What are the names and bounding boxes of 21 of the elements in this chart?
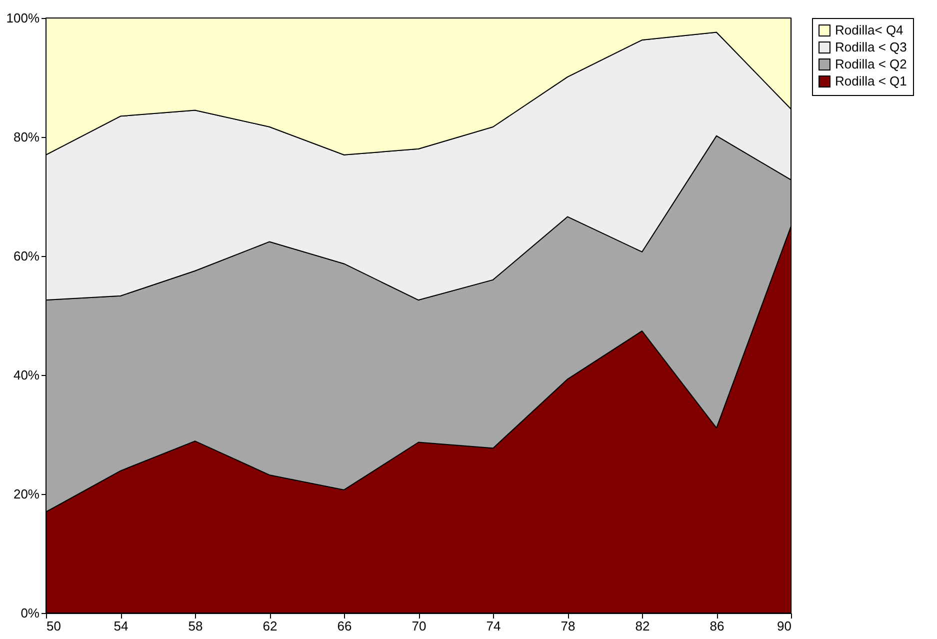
legend-label: Rodilla< Q4 [835, 22, 904, 38]
x-tick-label: 82 [635, 618, 650, 634]
x-tick-label: 62 [262, 618, 278, 634]
legend-label: Rodilla < Q1 [835, 74, 907, 88]
y-tick-label: 80% [13, 130, 40, 144]
y-tick-label: 60% [13, 248, 40, 264]
x-tick-label: 70 [412, 618, 426, 634]
x-tick-label: 58 [188, 618, 203, 634]
legend-label: Rodilla < Q3 [835, 40, 907, 54]
y-tick-label: 20% [13, 486, 40, 502]
y-tick-label: 100% [6, 10, 40, 26]
y-tick-label: 0% [20, 606, 40, 620]
x-tick-label: 78 [560, 618, 576, 634]
y-tick-label: 40% [13, 368, 40, 382]
x-tick-label: 86 [710, 618, 724, 634]
x-tick-label: 66 [337, 618, 352, 634]
x-tick-label: 90 [777, 618, 792, 634]
x-tick-label: 50 [46, 618, 61, 634]
x-tick-label: 74 [486, 618, 501, 634]
legend-label: Rodilla < Q2 [835, 56, 907, 72]
x-tick-label: 54 [114, 618, 128, 634]
